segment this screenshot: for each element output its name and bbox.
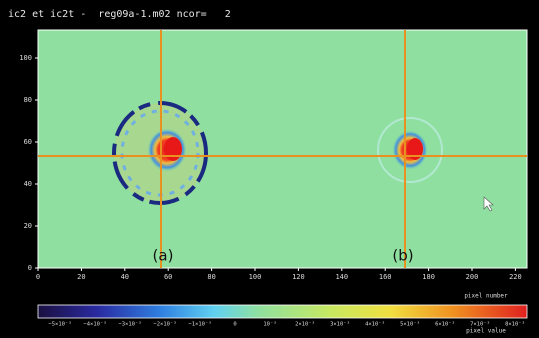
colorbar-tick-label: 8×10⁻³ — [505, 321, 525, 328]
x-tick-label: 20 — [77, 273, 85, 281]
x-tick-label: 0 — [36, 273, 40, 281]
colorbar-tick-label: 10⁻³ — [263, 321, 276, 328]
colorbar — [37, 304, 528, 319]
colorbar-tick-label: −5×10⁻³ — [48, 321, 71, 328]
colorbar-tick-label: 4×10⁻³ — [365, 321, 385, 328]
colorbar-tick-label: 2×10⁻³ — [295, 321, 315, 328]
colorbar-tick-label: −1×10⁻³ — [188, 321, 211, 328]
y-tick-label: 60 — [24, 138, 32, 146]
colorbar-tick-label: 0 — [233, 322, 236, 328]
title: ic2 et ic2t - reg09a-1.m02 ncor= 2 — [8, 9, 231, 20]
label-b: (b) — [392, 247, 413, 265]
y-tick-label: 80 — [24, 96, 32, 104]
image-area — [37, 29, 528, 269]
colorbar-label: pixel value — [466, 328, 506, 335]
x-tick-label: 180 — [422, 273, 435, 281]
x-tick-label: 200 — [466, 273, 479, 281]
core-b — [407, 138, 423, 160]
x-tick-label: 160 — [379, 273, 392, 281]
colorbar-tick-label: −2×10⁻³ — [153, 321, 176, 328]
y-tick-label: 40 — [24, 180, 32, 188]
cursor — [483, 196, 494, 212]
ring-b — [377, 117, 443, 183]
colorbar-tick-label: −4×10⁻³ — [83, 321, 106, 328]
x-tick-label: 120 — [292, 273, 305, 281]
colorbar-tick-label: 3×10⁻³ — [330, 321, 350, 328]
x-tick-label: 60 — [164, 273, 172, 281]
y-tick-label: 20 — [24, 222, 32, 230]
colorbar-tick-label: 7×10⁻³ — [470, 321, 490, 328]
x-tick-label: 80 — [207, 273, 215, 281]
colorbar-tick-label: 5×10⁻³ — [400, 321, 420, 328]
label-a: (a) — [153, 247, 174, 265]
colorbar-tick-label: −3×10⁻³ — [118, 321, 141, 328]
x-axis-label: pixel number — [464, 293, 508, 300]
x-tick-label: 100 — [249, 273, 262, 281]
y-tick-label: 0 — [28, 264, 32, 272]
x-tick-label: 40 — [121, 273, 129, 281]
colorbar-tick-label: 6×10⁻³ — [435, 321, 455, 328]
x-tick-label: 140 — [335, 273, 348, 281]
core-a — [164, 137, 182, 161]
x-tick-label: 220 — [509, 273, 522, 281]
y-tick-label: 100 — [19, 54, 32, 62]
